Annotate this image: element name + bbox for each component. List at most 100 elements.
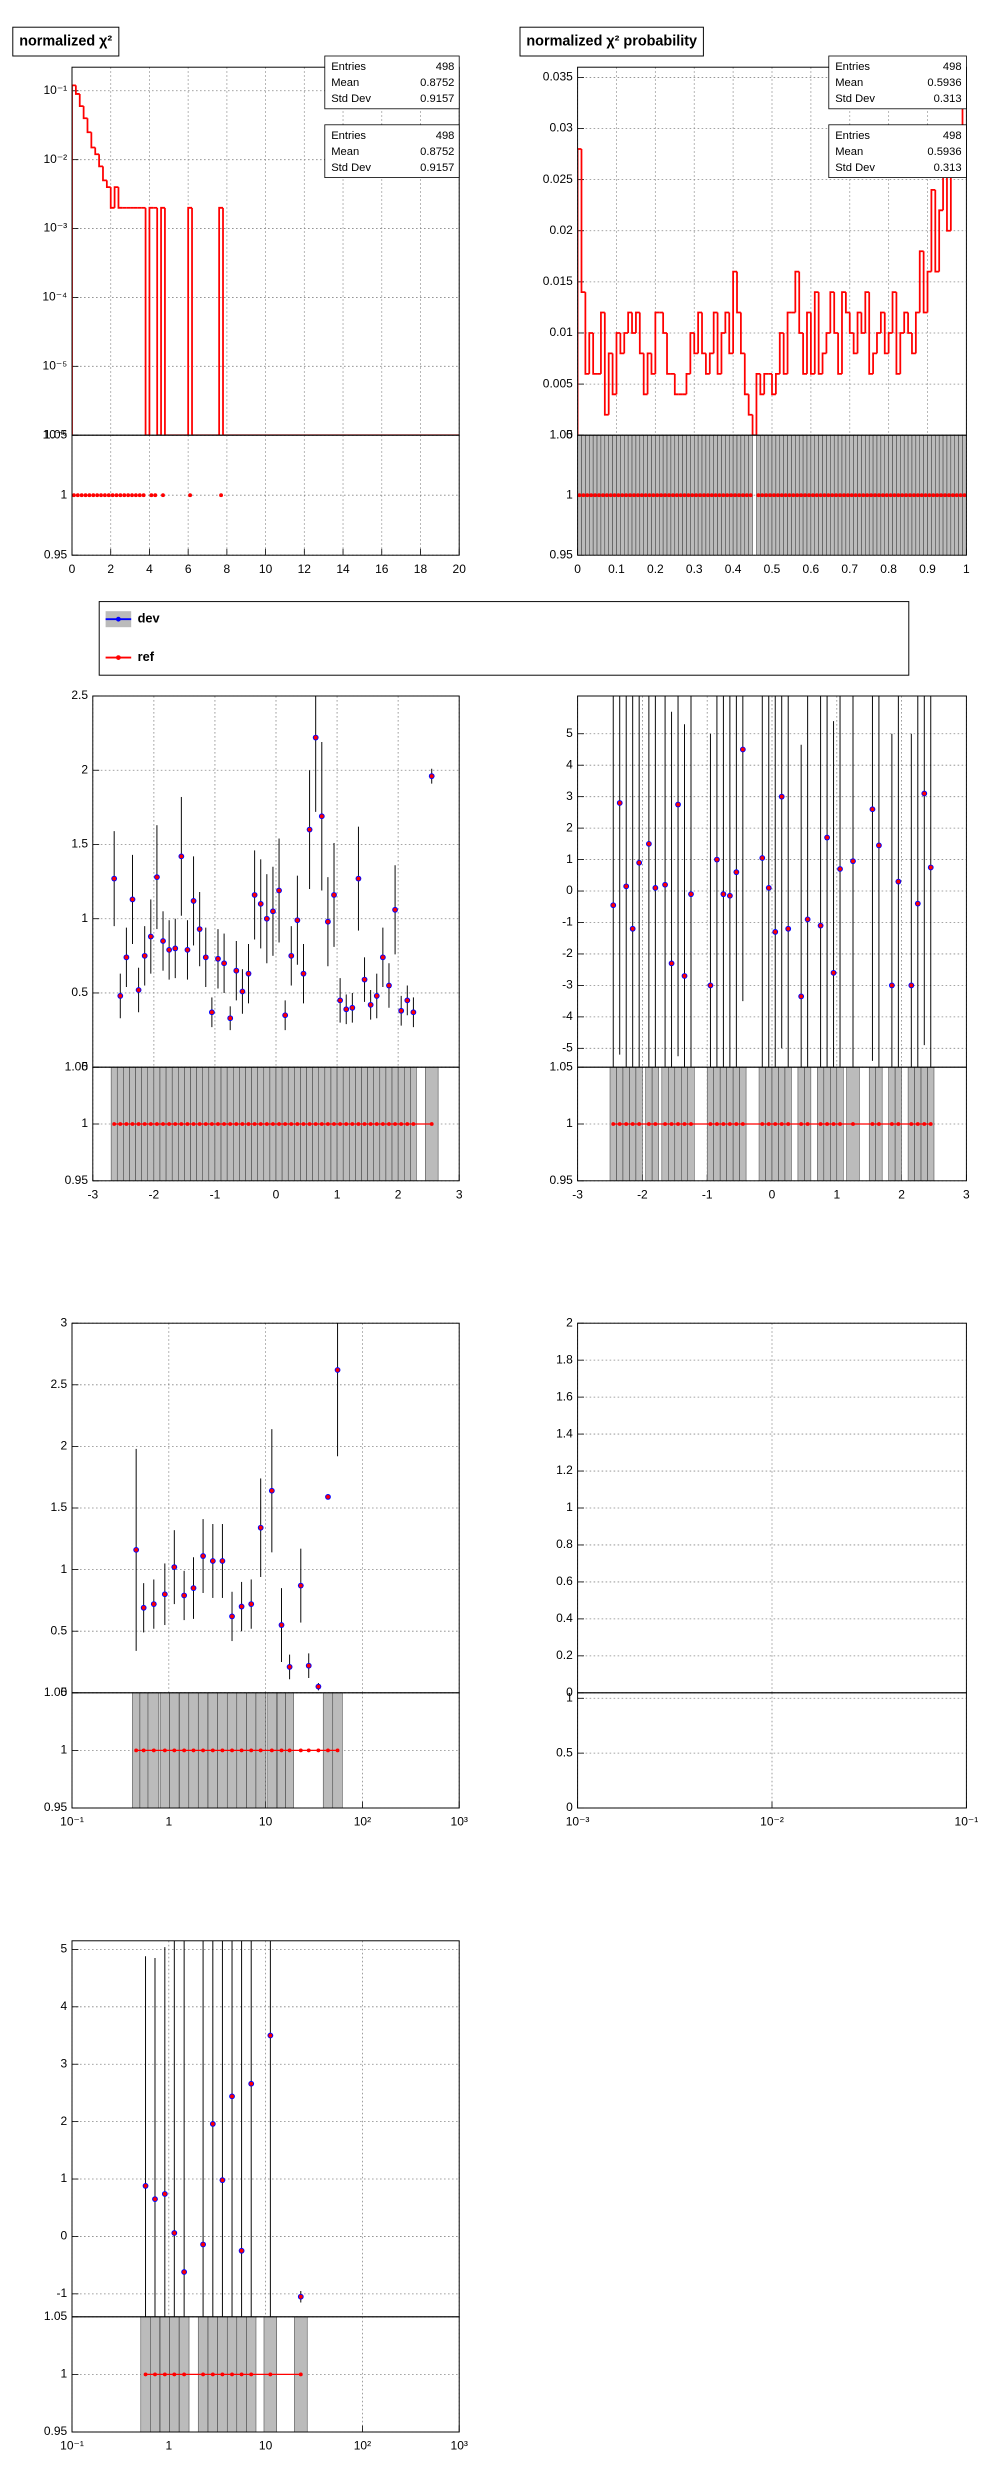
- histogram-bin: [852, 332, 858, 355]
- x-tick-label: 0: [769, 1187, 776, 1201]
- ratio-point: [682, 1122, 687, 1126]
- ratio-point: [258, 1122, 263, 1126]
- histogram-bin: [86, 118, 92, 134]
- ref-point: [191, 898, 196, 903]
- ratio-point: [690, 493, 695, 498]
- ratio-point: [667, 493, 671, 498]
- y-tick-label: 1.6: [556, 1389, 573, 1403]
- ratio-point: [136, 1122, 141, 1126]
- x-tick-label: 0: [273, 1187, 280, 1201]
- ratio-point: [896, 1122, 901, 1126]
- ref-point: [734, 870, 739, 875]
- x-tick-label: 1: [334, 1187, 341, 1201]
- ref-point: [779, 794, 784, 799]
- ratio-point: [99, 493, 103, 498]
- ref-point: [249, 2081, 254, 2086]
- histogram-bin: [82, 106, 88, 120]
- ratio-point: [686, 493, 691, 498]
- ratio-point: [721, 1122, 726, 1126]
- ref-point: [161, 939, 165, 943]
- histogram-bin: [716, 312, 722, 375]
- ratio-point: [807, 493, 811, 498]
- ref-point: [646, 841, 651, 846]
- y-tick-label: 2: [61, 2114, 68, 2128]
- ref-point: [326, 1494, 330, 1499]
- x-tick-label: 10⁻²: [760, 1815, 784, 1829]
- y-tick-label: -2: [562, 946, 573, 960]
- ratio-point: [935, 493, 940, 498]
- ratio-point: [643, 493, 648, 498]
- histogram-bin: [78, 93, 84, 107]
- x-tick-label: -2: [637, 1187, 648, 1201]
- ratio-point: [151, 1748, 156, 1753]
- ratio-point: [271, 1122, 275, 1126]
- y-tick-label: 1.8: [556, 1352, 573, 1366]
- ratio-point: [689, 1122, 693, 1126]
- ratio-point: [79, 493, 84, 498]
- ref-point: [682, 974, 687, 978]
- ref-point: [870, 807, 875, 812]
- ratio-point: [316, 1748, 321, 1753]
- y-tick-label: -4: [562, 1009, 573, 1023]
- histogram-bin: [926, 270, 932, 313]
- ratio-point: [387, 1122, 391, 1126]
- histogram-bin: [775, 372, 780, 395]
- x-tick-label: -3: [572, 1187, 583, 1201]
- ratio-point: [694, 493, 699, 498]
- ratio-point: [725, 493, 730, 498]
- ratio-point: [877, 493, 881, 498]
- ratio-point: [831, 1122, 836, 1126]
- ref-point: [411, 1010, 416, 1015]
- histogram-bin: [786, 311, 792, 374]
- ratio-point: [201, 2372, 205, 2377]
- ratio-point: [740, 493, 745, 498]
- ratio-point: [83, 493, 88, 498]
- ratio-point: [429, 1122, 434, 1126]
- histogram-bin: [899, 332, 905, 374]
- histogram-bin: [113, 186, 119, 208]
- ratio-point: [779, 1122, 784, 1126]
- ratio-frame: [71, 2316, 460, 2433]
- stats-value: 0.5936: [927, 77, 961, 89]
- histogram-bin: [724, 311, 730, 333]
- ratio-point: [888, 493, 893, 498]
- histogram-bin: [650, 353, 656, 375]
- ratio-point: [624, 1122, 629, 1126]
- x-tick-label: 8: [224, 562, 231, 576]
- ref-point: [889, 983, 894, 988]
- ratio-point: [133, 493, 138, 498]
- histogram-bin: [148, 206, 154, 436]
- ratio-point: [162, 2372, 167, 2377]
- ref-point: [197, 927, 202, 932]
- ratio-point: [167, 1122, 172, 1126]
- stats-label: Mean: [331, 146, 359, 158]
- ratio-point: [153, 493, 158, 498]
- ratio-point: [624, 493, 629, 498]
- ref-point: [148, 934, 153, 939]
- y-tick-label: 3: [61, 2056, 68, 2070]
- ref-point: [429, 774, 434, 779]
- histogram-bin: [747, 394, 753, 416]
- ref-point: [316, 1684, 321, 1689]
- ratio-point: [810, 493, 815, 498]
- stats-value: 0.313: [934, 162, 962, 174]
- x-tick-label: 10: [259, 2439, 273, 2453]
- ref-point: [909, 983, 914, 988]
- ratio-point: [269, 1748, 274, 1753]
- stats-label: Entries: [331, 130, 366, 142]
- ratio-point: [356, 1122, 361, 1126]
- ratio-point: [766, 1122, 771, 1126]
- ratio-point: [838, 1122, 842, 1126]
- ref-point: [689, 892, 693, 897]
- ratio-point: [91, 493, 96, 498]
- histogram-bin: [105, 180, 111, 188]
- ratio-point: [825, 1122, 829, 1126]
- ratio-point: [203, 1122, 208, 1126]
- ref-point: [356, 876, 361, 881]
- histogram-bin: [600, 311, 605, 374]
- ratio-y-tick-label: 1: [566, 487, 573, 501]
- ratio-point: [869, 493, 874, 498]
- y-tick-label: -3: [562, 978, 573, 992]
- x-tick-label: 10³: [451, 1815, 468, 1829]
- x-tick-label: -1: [210, 1187, 221, 1201]
